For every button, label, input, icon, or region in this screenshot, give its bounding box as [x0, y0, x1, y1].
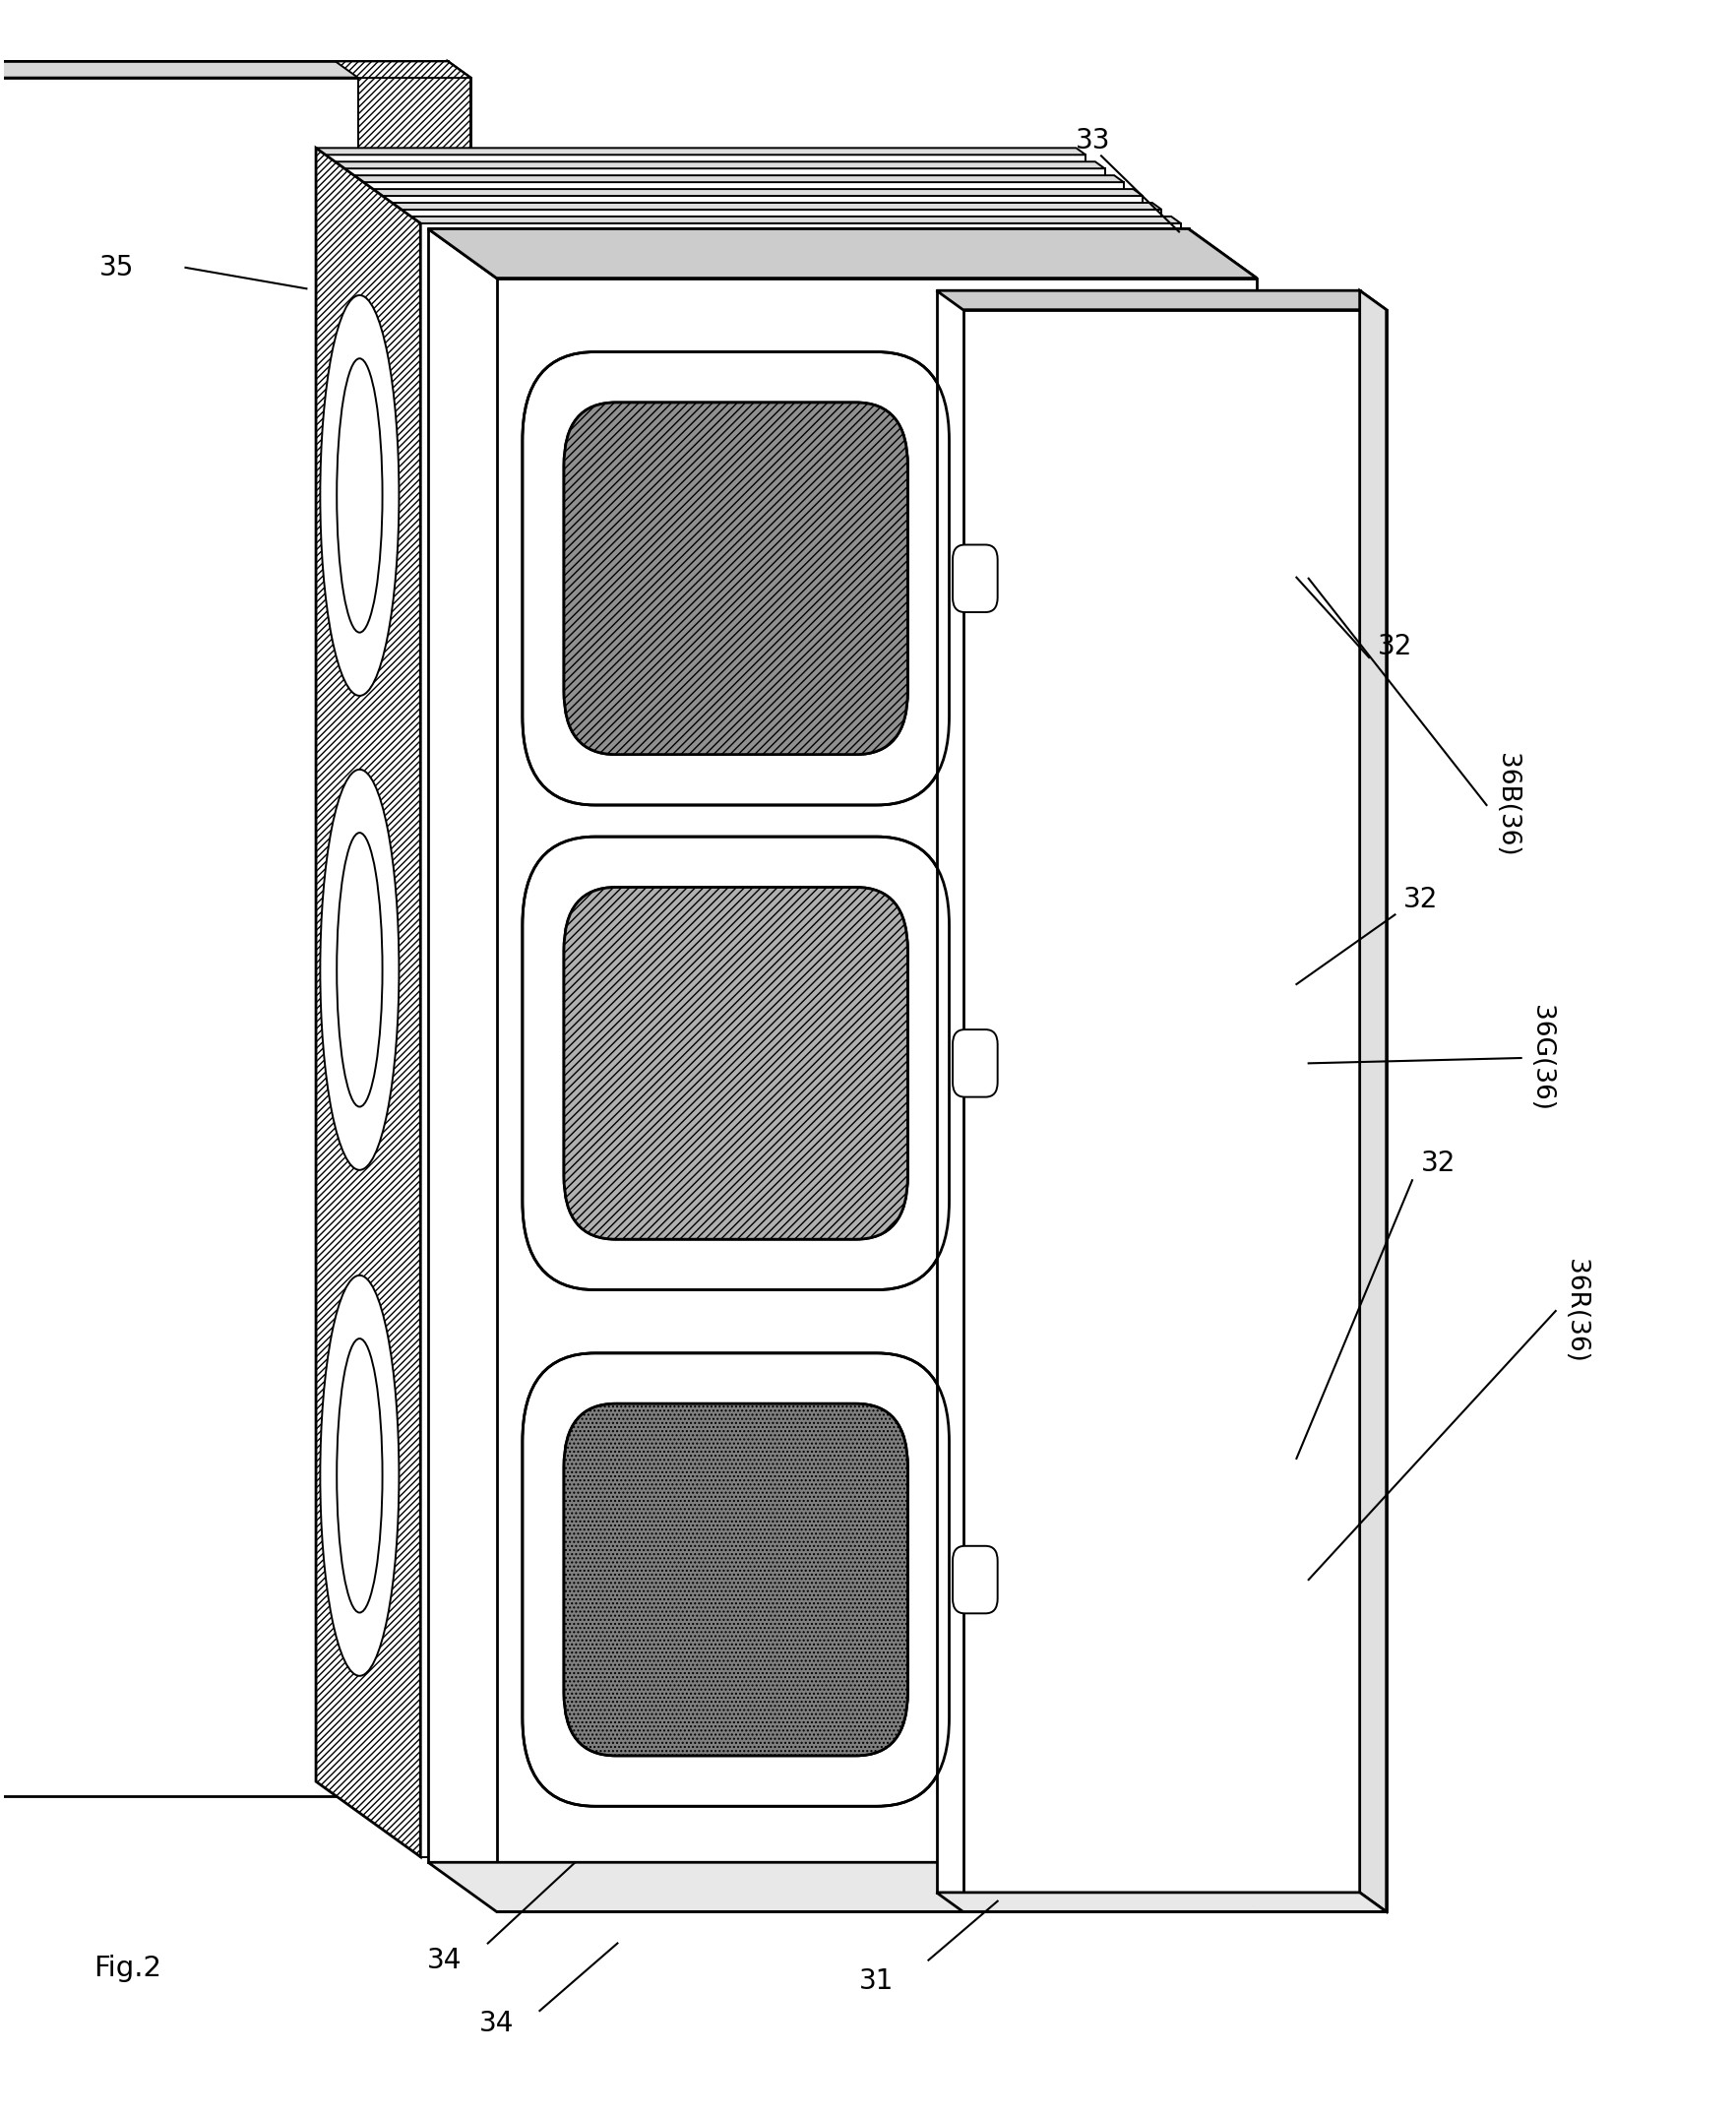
Text: 34: 34 — [427, 1947, 462, 1974]
Text: 35: 35 — [99, 254, 134, 281]
Polygon shape — [936, 290, 1387, 309]
Polygon shape — [429, 1862, 1257, 1911]
Ellipse shape — [337, 1339, 382, 1612]
Polygon shape — [358, 78, 470, 267]
Text: 36R(36): 36R(36) — [1562, 1259, 1588, 1363]
FancyBboxPatch shape — [523, 351, 950, 804]
Polygon shape — [344, 169, 1104, 1803]
FancyBboxPatch shape — [564, 402, 908, 755]
Polygon shape — [363, 182, 1123, 1816]
FancyBboxPatch shape — [953, 1547, 998, 1612]
Text: 32: 32 — [1420, 1149, 1457, 1176]
Ellipse shape — [337, 358, 382, 633]
Polygon shape — [316, 148, 420, 1858]
Ellipse shape — [319, 770, 399, 1170]
Text: 32: 32 — [1378, 633, 1413, 660]
FancyBboxPatch shape — [523, 836, 950, 1291]
Polygon shape — [0, 78, 470, 1796]
Polygon shape — [429, 229, 1257, 277]
Polygon shape — [936, 1892, 1387, 1911]
Polygon shape — [335, 61, 470, 78]
Polygon shape — [373, 188, 1142, 197]
Polygon shape — [354, 176, 1123, 182]
FancyBboxPatch shape — [564, 887, 908, 1240]
FancyBboxPatch shape — [523, 1352, 950, 1807]
Polygon shape — [963, 309, 1387, 1911]
Polygon shape — [448, 61, 470, 1796]
Polygon shape — [496, 277, 1257, 1911]
Text: 32: 32 — [1404, 887, 1439, 914]
Ellipse shape — [337, 834, 382, 1107]
FancyBboxPatch shape — [564, 1403, 908, 1756]
Polygon shape — [429, 229, 1189, 1862]
Text: 33: 33 — [1075, 127, 1109, 154]
FancyBboxPatch shape — [953, 1547, 998, 1612]
Text: 36B(36): 36B(36) — [1493, 753, 1519, 857]
Polygon shape — [335, 161, 1104, 169]
FancyBboxPatch shape — [564, 402, 908, 755]
Polygon shape — [420, 224, 1180, 1858]
Ellipse shape — [319, 296, 399, 696]
Polygon shape — [0, 61, 448, 1780]
Polygon shape — [392, 203, 1161, 209]
FancyBboxPatch shape — [953, 1030, 998, 1096]
FancyBboxPatch shape — [953, 544, 998, 612]
FancyBboxPatch shape — [953, 1030, 998, 1096]
Text: 36G(36): 36G(36) — [1528, 1005, 1554, 1111]
FancyBboxPatch shape — [564, 887, 908, 1240]
Text: 31: 31 — [859, 1968, 894, 1995]
Polygon shape — [316, 148, 1085, 154]
Polygon shape — [429, 229, 1257, 277]
Text: 34: 34 — [479, 2010, 514, 2038]
Polygon shape — [0, 61, 470, 78]
Polygon shape — [382, 197, 1142, 1830]
Polygon shape — [936, 290, 1359, 1892]
Polygon shape — [1359, 290, 1387, 1911]
FancyBboxPatch shape — [564, 1403, 908, 1756]
Polygon shape — [411, 216, 1180, 224]
Polygon shape — [401, 209, 1161, 1843]
Polygon shape — [325, 154, 1085, 1788]
Ellipse shape — [319, 1276, 399, 1676]
FancyBboxPatch shape — [953, 544, 998, 612]
Text: Fig.2: Fig.2 — [94, 1955, 161, 1983]
